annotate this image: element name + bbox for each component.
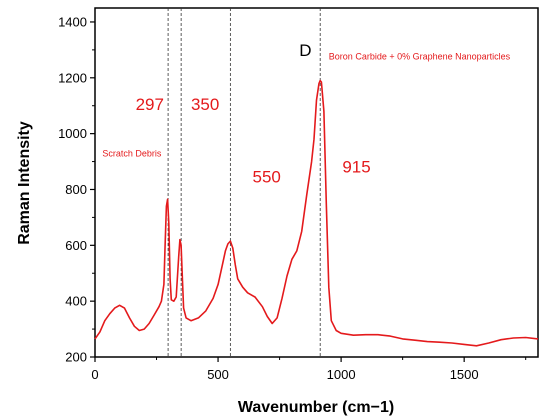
x-tick-label: 1500 — [450, 367, 479, 382]
series-line — [94, 79, 539, 347]
y-tick-label: 600 — [65, 238, 87, 253]
x-axis-title: Wavenumber (cm−1) — [238, 399, 394, 416]
y-tick-label: 400 — [65, 294, 87, 309]
y-tick-label: 1200 — [58, 70, 87, 85]
annotation-label: D — [299, 41, 311, 60]
x-axis-ticks: 0 500 1000 1500 — [91, 357, 527, 382]
y-axis-title: Raman Intensity — [16, 121, 33, 245]
x-tick-label: 1000 — [327, 367, 356, 382]
y-tick-label: 1000 — [58, 126, 87, 141]
series-layer — [94, 79, 539, 347]
x-tick-label: 0 — [91, 367, 98, 382]
annotation-label: Scratch Debris — [102, 149, 162, 159]
annotation-label: 350 — [191, 95, 219, 114]
y-tick-label: 1400 — [58, 14, 87, 29]
annotation-label: 915 — [342, 158, 370, 177]
annotations: 297 350 550 915 Scratch Debris D Boron Carbide… — [102, 41, 510, 186]
reference-lines — [167, 8, 321, 357]
plot-frame — [94, 7, 539, 358]
x-tick-label: 500 — [207, 367, 229, 382]
annotation-label: 297 — [136, 95, 164, 114]
annotation-label: Boron Carbide + 0% Graphene Nanoparticle… — [329, 52, 511, 62]
plot-border — [94, 7, 539, 358]
y-tick-label: 800 — [65, 182, 87, 197]
annotation-label: 550 — [253, 168, 281, 187]
y-tick-label: 200 — [65, 350, 87, 365]
y-axis-ticks: 200 400 600 800 1000 1200 1400 — [58, 14, 95, 365]
